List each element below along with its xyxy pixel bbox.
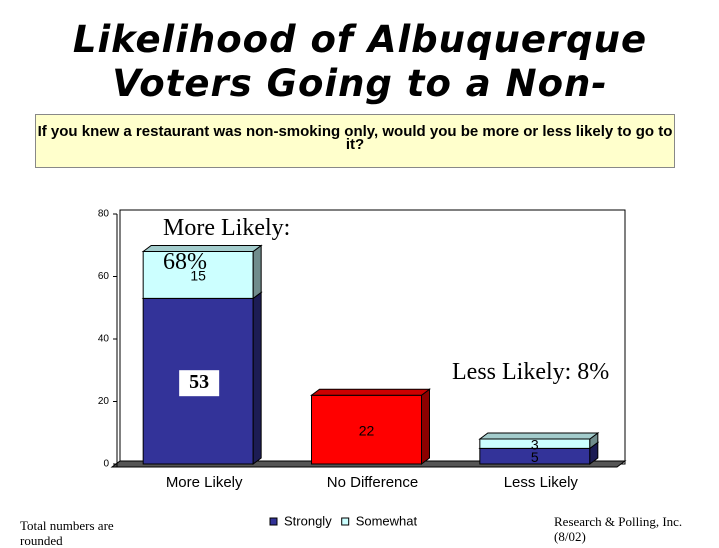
data-label: 22 (359, 422, 375, 438)
legend-label: Somewhat (356, 513, 418, 528)
y-tick-label: 40 (98, 334, 110, 345)
data-label: 5 (531, 449, 539, 465)
x-tick-label: More Likely (166, 474, 243, 491)
data-label: 15 (190, 268, 206, 284)
label-box (179, 370, 220, 397)
question-box: If you knew a restaurant was non-smoking… (35, 114, 675, 168)
bar-segment (311, 394, 422, 465)
bar-side (252, 291, 262, 466)
bar-top (141, 245, 263, 252)
legend-swatch (341, 517, 350, 526)
y-tick-label: 0 (103, 459, 109, 470)
chart-title: Likelihood of Albuquerque Voters Going t… (72, 18, 648, 105)
y-tick-label: 80 (98, 209, 110, 220)
bar-top (478, 432, 600, 440)
legend-label: Strongly (284, 513, 332, 528)
data-label: 53 (189, 371, 209, 393)
footnote: Research & Polling, Inc. (8/02) (554, 514, 683, 544)
bar-segment (142, 251, 254, 299)
annotation: Less Likely: 8% (452, 359, 610, 385)
x-tick-label: Less Likely (504, 474, 579, 491)
y-tick-label: 60 (98, 271, 110, 282)
x-tick-label: No Difference (327, 474, 418, 491)
annotation: More Likely: 68% (163, 215, 291, 275)
legend-swatch (269, 517, 278, 526)
footnote: Total numbers are rounded (20, 518, 114, 548)
bar-top (310, 388, 431, 396)
y-tick-label: 20 (98, 396, 110, 407)
data-label: 3 (531, 436, 539, 452)
bar-side (421, 388, 430, 465)
